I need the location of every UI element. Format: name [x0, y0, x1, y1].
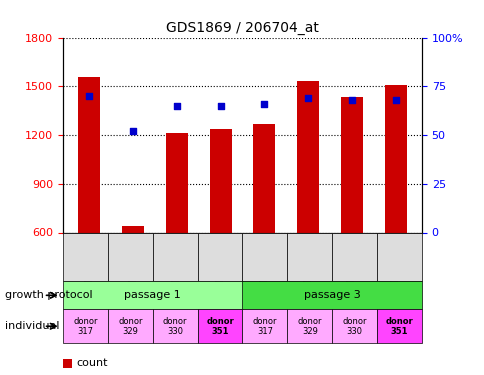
Text: donor
329: donor 329: [297, 316, 321, 336]
Bar: [209, 129, 231, 232]
Point: [303, 95, 311, 101]
Point: [216, 103, 224, 109]
Bar: [340, 97, 362, 232]
Text: count: count: [76, 358, 108, 368]
Text: donor
317: donor 317: [73, 316, 98, 336]
Text: donor
330: donor 330: [163, 316, 187, 336]
Text: individual: individual: [5, 321, 59, 331]
Bar: [297, 81, 318, 232]
Text: donor
351: donor 351: [385, 316, 412, 336]
Point: [391, 97, 399, 103]
Bar: [78, 76, 100, 232]
Bar: [166, 134, 187, 232]
Text: passage 1: passage 1: [124, 290, 181, 300]
Text: passage 3: passage 3: [303, 290, 360, 300]
Point: [85, 93, 93, 99]
Bar: [253, 124, 275, 232]
Text: donor
330: donor 330: [342, 316, 366, 336]
Title: GDS1869 / 206704_at: GDS1869 / 206704_at: [166, 21, 318, 35]
Bar: [384, 85, 406, 232]
Point: [173, 103, 181, 109]
Text: donor
317: donor 317: [252, 316, 277, 336]
Point: [129, 128, 136, 134]
Point: [348, 97, 355, 103]
Bar: [122, 226, 144, 232]
Text: donor
351: donor 351: [206, 316, 233, 336]
Point: [260, 101, 268, 107]
Text: growth protocol: growth protocol: [5, 290, 92, 300]
Text: donor
329: donor 329: [118, 316, 142, 336]
